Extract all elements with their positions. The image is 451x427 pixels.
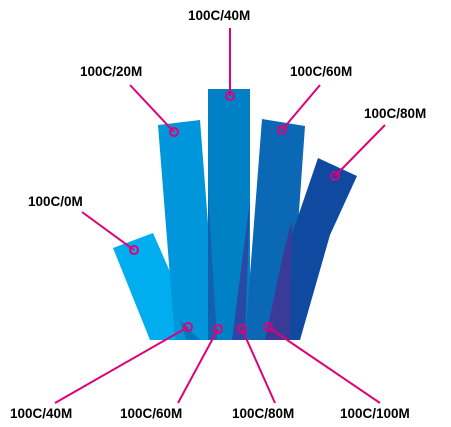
leader-80m	[334, 124, 386, 177]
dot-80m	[330, 171, 340, 181]
dot-60m	[277, 125, 287, 135]
dot-20m	[169, 127, 179, 137]
blade-100c-20m	[158, 120, 217, 340]
dot-bottom-80m	[237, 324, 247, 334]
dot-40m	[225, 91, 235, 101]
label-bottom-100c-60m: 100C/60M	[120, 406, 182, 421]
label-100c-60m: 100C/60M	[290, 64, 352, 79]
label-100c-80m: 100C/80M	[364, 106, 426, 121]
dot-bottom-100m	[263, 322, 273, 332]
blades	[113, 89, 357, 340]
leader-bottom-80m	[241, 328, 276, 404]
label-100c-40m: 100C/40M	[188, 8, 250, 23]
blade-100c-40m	[208, 89, 250, 340]
leader-bottom-100m	[267, 326, 381, 404]
label-100c-0m: 100C/0M	[28, 194, 83, 209]
overlap-100c-60m	[208, 190, 217, 340]
label-bottom-100c-100m: 100C/100M	[340, 406, 410, 421]
leader-bottom-60m	[177, 328, 219, 404]
dot-bottom-40m	[183, 322, 193, 332]
leader-0m	[81, 211, 135, 251]
label-bottom-100c-80m: 100C/80M	[232, 406, 294, 421]
overlaps	[180, 190, 292, 340]
label-100c-20m: 100C/20M	[80, 64, 142, 79]
labels: 100C/0M 100C/20M 100C/40M 100C/60M 100C/…	[10, 8, 426, 421]
leader-bottom-40m	[54, 326, 189, 404]
callout-dots	[129, 91, 340, 334]
overlap-100c-100m	[265, 220, 292, 340]
overlap-100c-80m	[232, 200, 250, 340]
leader-60m	[281, 84, 321, 131]
dot-bottom-60m	[213, 324, 223, 334]
leader-20m	[129, 84, 175, 133]
dot-0m	[129, 245, 139, 255]
leaders	[54, 28, 386, 404]
label-bottom-100c-40m: 100C/40M	[10, 406, 72, 421]
